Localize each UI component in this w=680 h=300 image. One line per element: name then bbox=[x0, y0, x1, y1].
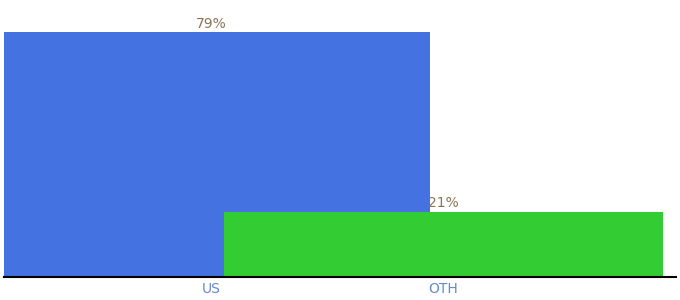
Bar bbox=[224, 212, 663, 277]
Text: 21%: 21% bbox=[428, 196, 459, 210]
Text: 79%: 79% bbox=[195, 16, 226, 31]
Bar bbox=[0, 32, 430, 277]
